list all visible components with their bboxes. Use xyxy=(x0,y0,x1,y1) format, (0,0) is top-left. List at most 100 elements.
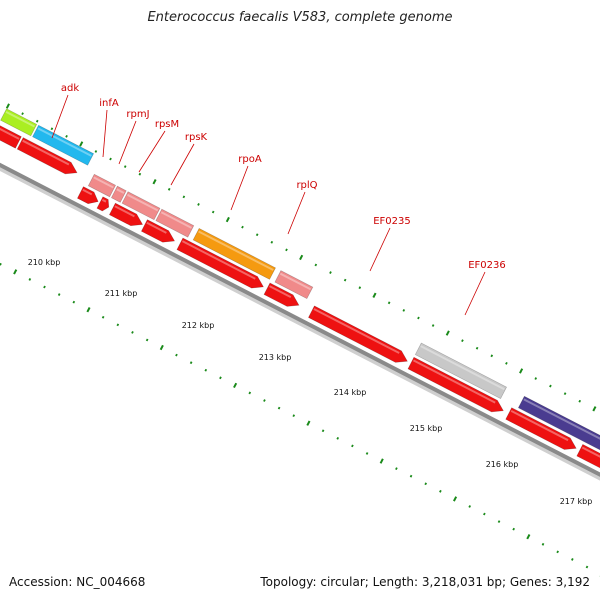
gene-arrow xyxy=(517,395,600,451)
minor-tick xyxy=(424,482,428,486)
minor-tick xyxy=(285,248,288,252)
kbp-label: 215 kbp xyxy=(410,424,443,433)
gene-highlight xyxy=(181,240,256,280)
gene-highlight xyxy=(160,211,192,229)
minor-tick xyxy=(534,377,538,380)
genome-backbone xyxy=(0,162,600,481)
callout-line xyxy=(170,143,195,186)
gene-label-ef0235: EF0235 xyxy=(373,216,411,227)
gene-highlight xyxy=(510,409,569,442)
gene-label-rplq: rplQ xyxy=(296,180,317,191)
minor-tick xyxy=(387,301,391,305)
minor-tick xyxy=(197,203,200,206)
gene-arrow xyxy=(192,227,276,280)
gene-highlight xyxy=(412,359,496,404)
minor-tick xyxy=(109,157,112,161)
minor-tick xyxy=(468,505,472,508)
major-tick xyxy=(306,420,311,426)
gene-label-infa: infA xyxy=(99,98,119,109)
map-title: Enterococcus faecalis V583, complete gen… xyxy=(147,10,453,25)
minor-tick xyxy=(571,558,574,561)
minor-tick xyxy=(248,391,252,395)
minor-tick xyxy=(461,339,464,343)
minor-tick xyxy=(439,489,442,493)
minor-tick xyxy=(321,429,325,433)
major-tick xyxy=(519,368,524,374)
kbp-label: 212 kbp xyxy=(182,321,215,330)
callout-line xyxy=(230,165,249,211)
minor-tick xyxy=(219,376,222,380)
minor-tick xyxy=(483,512,486,516)
gene-arrow xyxy=(414,342,507,400)
kbp-label: 211 kbp xyxy=(105,289,138,298)
minor-tick xyxy=(72,300,76,304)
major-tick xyxy=(445,330,450,336)
gene-arrow xyxy=(263,282,300,307)
gene-arrow xyxy=(16,137,78,175)
minor-tick xyxy=(189,361,193,365)
gene-arrow xyxy=(96,196,110,212)
major-tick xyxy=(592,406,597,412)
minor-tick xyxy=(21,112,24,116)
minor-tick xyxy=(417,316,420,320)
minor-tick xyxy=(145,338,149,342)
gene-highlight xyxy=(116,188,125,194)
major-tick xyxy=(453,496,458,502)
kbp-label: 217 kbp xyxy=(560,497,593,506)
backbone-line xyxy=(0,162,600,477)
minor-tick xyxy=(270,240,274,244)
gene-highlight xyxy=(269,285,292,298)
minor-tick xyxy=(402,309,406,312)
minor-tick xyxy=(409,474,413,478)
major-tick xyxy=(86,307,91,313)
gene-arrow xyxy=(32,124,95,166)
minor-tick xyxy=(329,271,332,274)
minor-tick xyxy=(351,444,354,448)
minor-tick xyxy=(512,527,515,531)
minor-tick xyxy=(578,399,582,403)
gene-highlight xyxy=(101,198,107,203)
minor-tick xyxy=(101,315,105,319)
minor-tick xyxy=(497,520,501,523)
gene-label-callouts: adk infA rpmJ rpsM rpsK rpoA rplQ EF0235 EF0236 xyxy=(51,83,506,316)
gene-highlight xyxy=(0,127,20,140)
callout-line xyxy=(102,109,108,158)
major-tick xyxy=(13,269,18,275)
gene-arrow xyxy=(0,108,38,137)
callout-line xyxy=(287,191,306,235)
gene-arrow xyxy=(87,173,116,198)
minor-tick xyxy=(138,172,142,176)
minor-tick xyxy=(343,278,347,282)
major-tick xyxy=(526,534,531,540)
minor-tick xyxy=(57,293,61,296)
gene-arrow xyxy=(274,270,314,300)
minor-tick xyxy=(0,262,2,266)
minor-tick xyxy=(505,361,508,365)
gene-highlight xyxy=(279,272,312,291)
gene-label-ef0236: EF0236 xyxy=(468,260,506,271)
minor-tick xyxy=(65,134,68,138)
minor-tick xyxy=(314,263,318,267)
minor-tick xyxy=(475,346,479,350)
accession-text: Accession: NC_004668 xyxy=(9,575,146,589)
gene-highlight xyxy=(93,176,114,189)
minor-tick xyxy=(131,331,134,334)
gene-highlight xyxy=(313,308,400,354)
minor-tick xyxy=(94,150,98,153)
kbp-scale-labels: 210 kbp 211 kbp 212 kbp 213 kbp 214 kbp 215 k… xyxy=(28,258,593,506)
gene-arrow xyxy=(155,208,195,238)
gene-label-adk: adk xyxy=(61,83,79,94)
minor-tick xyxy=(50,127,54,131)
kbp-label: 213 kbp xyxy=(259,353,292,362)
minor-tick xyxy=(336,436,340,440)
gene-highlight xyxy=(420,345,505,391)
gene-arrow xyxy=(108,202,144,227)
major-tick xyxy=(159,344,164,351)
gene-label-rpsm: rpsM xyxy=(155,119,179,130)
callout-line xyxy=(51,94,69,139)
minor-tick xyxy=(175,353,178,357)
minor-tick xyxy=(490,354,494,358)
major-tick xyxy=(233,382,238,389)
kbp-label: 214 kbp xyxy=(334,388,367,397)
